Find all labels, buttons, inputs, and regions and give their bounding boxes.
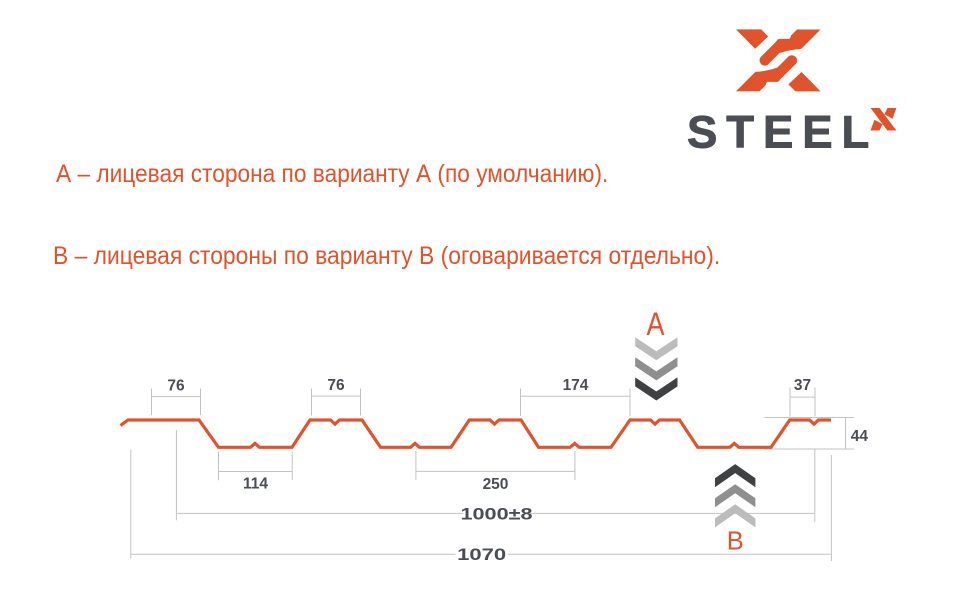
svg-text:37: 37 xyxy=(794,377,811,394)
svg-text:1000±8: 1000±8 xyxy=(461,504,533,523)
svg-text:STEEL: STEEL xyxy=(687,107,878,158)
svg-text:76: 76 xyxy=(327,377,345,394)
svg-text:A: A xyxy=(647,306,666,342)
svg-text:114: 114 xyxy=(243,475,268,492)
svg-text:44: 44 xyxy=(851,428,869,445)
svg-text:B: B xyxy=(727,528,744,556)
svg-text:174: 174 xyxy=(563,377,589,394)
svg-text:1070: 1070 xyxy=(457,545,506,564)
svg-text:76: 76 xyxy=(167,378,185,395)
svg-text:250: 250 xyxy=(483,476,509,493)
